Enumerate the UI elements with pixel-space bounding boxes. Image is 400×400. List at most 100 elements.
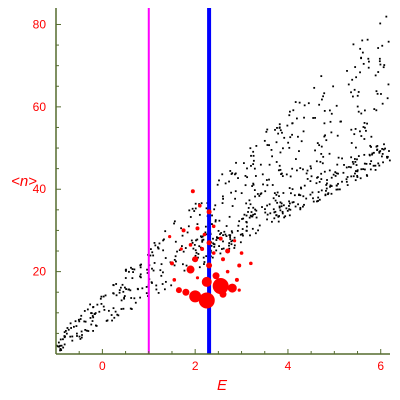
data-point — [118, 289, 121, 292]
data-point — [139, 276, 142, 279]
data-point — [252, 159, 255, 162]
data-point — [213, 245, 216, 248]
data-point — [255, 145, 258, 147]
data-point — [252, 213, 255, 216]
data-point — [229, 170, 232, 172]
data-point — [271, 155, 273, 158]
data-point — [345, 166, 348, 169]
data-point — [275, 141, 278, 144]
data-point — [288, 114, 291, 117]
data-point — [315, 182, 318, 185]
data-point — [62, 338, 64, 341]
data-point — [231, 205, 234, 207]
data-point — [242, 234, 244, 237]
data-point — [370, 160, 373, 163]
data-point — [359, 130, 361, 133]
data-point — [96, 303, 99, 306]
data-point — [259, 193, 262, 196]
data-point — [328, 109, 331, 112]
data-point — [252, 183, 255, 186]
data-point — [79, 338, 82, 340]
data-point — [366, 122, 368, 125]
data-point — [89, 317, 92, 319]
data-point — [320, 152, 323, 155]
data-point — [234, 197, 236, 200]
data-point — [320, 189, 323, 192]
data-point — [233, 236, 236, 239]
data-point — [268, 178, 270, 181]
highlight-point — [225, 269, 230, 274]
data-point — [131, 268, 134, 270]
data-point — [203, 261, 206, 263]
data-point — [283, 216, 286, 219]
data-point — [303, 116, 305, 119]
data-point — [253, 167, 256, 170]
data-point — [163, 238, 165, 241]
data-point — [84, 328, 87, 331]
data-point — [228, 180, 230, 183]
data-point — [346, 184, 349, 186]
data-point — [355, 76, 358, 79]
data-point — [174, 255, 177, 258]
data-point — [291, 167, 294, 170]
highlight-point — [182, 288, 190, 296]
data-point — [363, 122, 366, 124]
highlight-point — [234, 277, 239, 282]
data-point — [318, 144, 321, 147]
data-point — [266, 128, 269, 131]
data-point — [153, 262, 156, 264]
data-point — [128, 270, 130, 273]
data-point — [140, 263, 143, 266]
data-point — [316, 142, 319, 144]
data-point — [337, 172, 339, 175]
data-point — [64, 335, 66, 338]
data-point — [235, 161, 237, 164]
data-point — [193, 210, 196, 212]
data-point — [264, 190, 267, 193]
data-point — [386, 156, 389, 159]
highlight-point — [188, 243, 193, 247]
data-point — [73, 325, 75, 328]
y-tick-label: 80 — [33, 17, 47, 31]
data-point — [89, 303, 92, 306]
data-point — [214, 204, 217, 207]
data-point — [78, 335, 81, 338]
data-point — [363, 153, 366, 156]
data-point — [354, 66, 357, 68]
data-point — [266, 204, 269, 207]
data-point — [357, 155, 360, 157]
data-point — [384, 147, 387, 150]
data-point — [187, 225, 190, 228]
data-point — [129, 289, 132, 292]
data-point — [278, 164, 281, 167]
data-point — [252, 150, 255, 153]
data-point — [312, 200, 315, 203]
data-point — [302, 168, 304, 171]
data-point — [381, 44, 384, 47]
data-point — [246, 225, 248, 228]
data-point — [275, 214, 278, 217]
data-point — [328, 152, 331, 155]
data-point — [361, 51, 364, 54]
data-point — [229, 238, 232, 240]
data-point — [149, 254, 152, 257]
data-point — [383, 143, 385, 146]
data-point — [205, 233, 208, 236]
data-point — [245, 214, 248, 217]
data-point — [146, 268, 148, 271]
data-point — [335, 104, 338, 107]
data-point — [268, 203, 271, 206]
data-point — [123, 297, 126, 300]
data-point — [150, 248, 152, 251]
data-point — [338, 188, 341, 191]
highlight-point — [190, 189, 195, 194]
data-point — [281, 131, 283, 134]
data-point — [282, 192, 285, 194]
data-point — [80, 314, 83, 317]
data-point — [215, 249, 218, 252]
data-point — [351, 161, 354, 163]
data-point — [139, 275, 141, 278]
data-point — [182, 250, 185, 253]
data-point — [252, 206, 255, 209]
data-point — [130, 266, 132, 269]
